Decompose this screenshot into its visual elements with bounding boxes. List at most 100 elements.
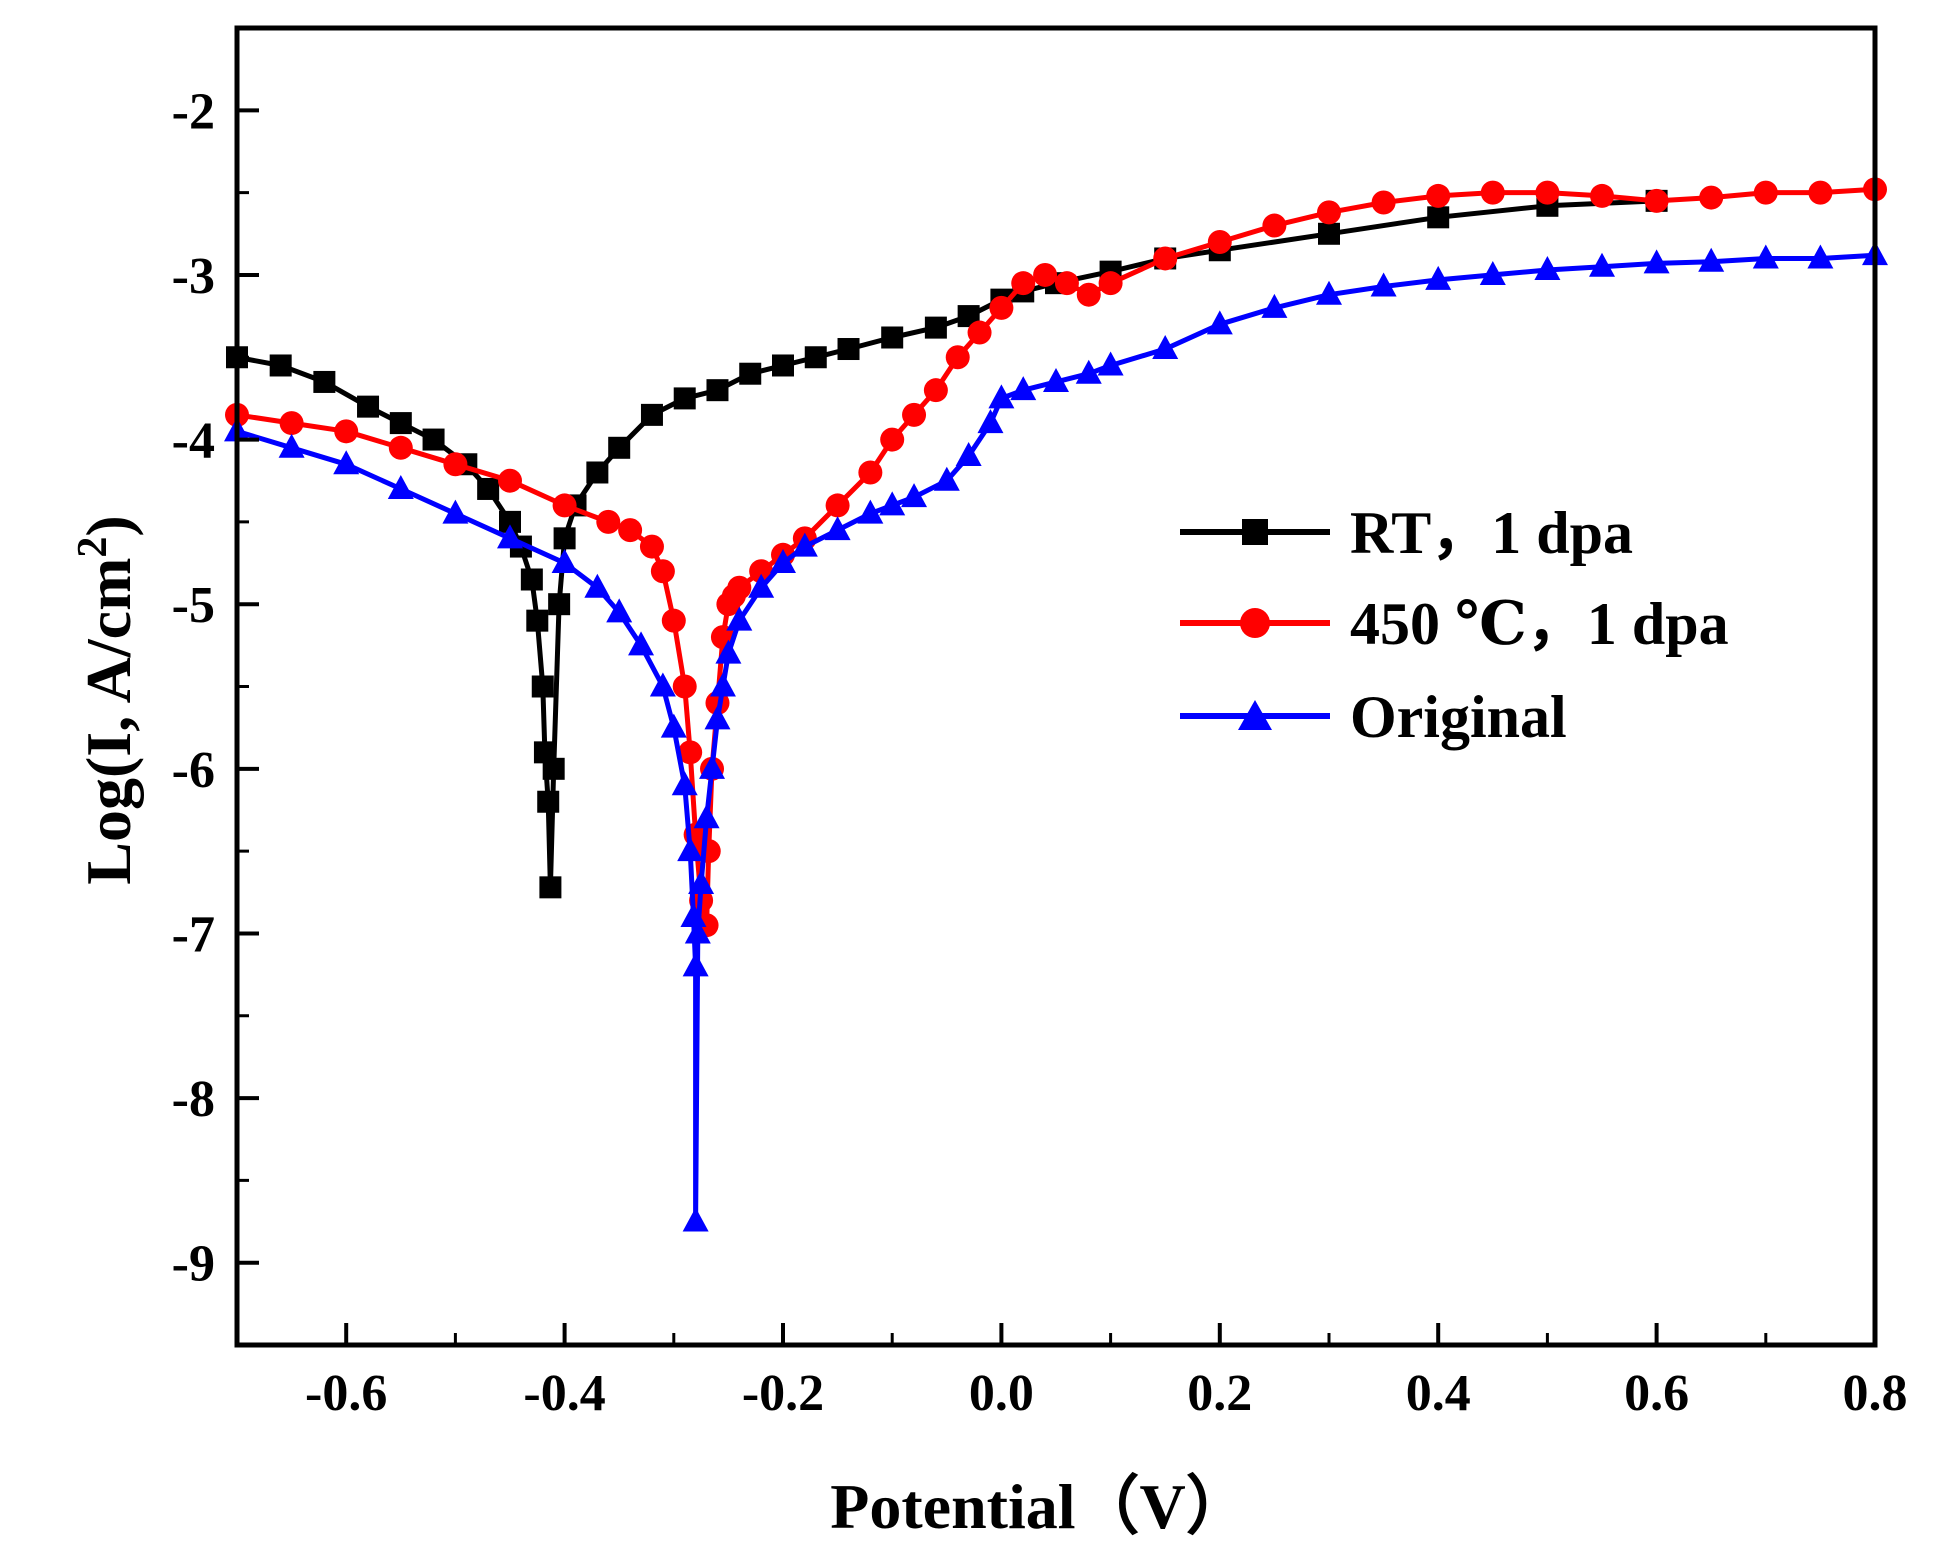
data-point-circle: [618, 518, 643, 543]
data-point-circle: [1480, 180, 1505, 205]
data-point-triangle: [715, 639, 742, 664]
legend-marker-rt: [1242, 519, 1268, 545]
y-tick-label: -5: [172, 577, 215, 634]
data-point-triangle: [688, 870, 715, 895]
data-point-triangle: [1206, 310, 1233, 335]
x-axis-title: Potential（V）: [830, 1471, 1250, 1542]
data-point-square: [539, 876, 562, 899]
data-point-triangle: [584, 573, 611, 598]
data-point-square: [526, 609, 549, 632]
data-point-triangle: [442, 499, 469, 524]
data-point-triangle: [693, 804, 720, 829]
legend-entry-original: Original: [1180, 684, 1567, 750]
data-point-triangle: [988, 384, 1015, 409]
data-point-triangle: [709, 672, 736, 697]
x-tick-label: 0.0: [969, 1365, 1034, 1422]
data-point-circle: [1753, 180, 1778, 205]
data-point-triangle: [1043, 367, 1069, 392]
y-tick-label: -4: [172, 413, 215, 470]
data-point-triangle: [955, 442, 982, 467]
data-point-square: [608, 436, 631, 459]
data-point-circle: [334, 419, 359, 444]
y-axis-title-superscript: 2: [70, 537, 116, 558]
data-point-triangle: [606, 598, 633, 623]
data-point-triangle: [1370, 272, 1397, 297]
series-layer: [224, 177, 1888, 1232]
x-tick-label: -0.2: [742, 1365, 824, 1422]
series-line-2: [236, 252, 1876, 1224]
y-tick-label: -9: [172, 1236, 215, 1293]
data-point-square: [553, 527, 576, 550]
series-2: [224, 241, 1888, 1232]
data-point-triangle: [1261, 293, 1288, 318]
y-tick-label: -7: [172, 906, 215, 963]
data-point-circle: [1808, 180, 1833, 205]
data-point-circle: [1371, 190, 1396, 215]
data-point-circle: [1033, 262, 1058, 287]
legend-label-original: Original: [1350, 684, 1567, 750]
data-point-triangle: [628, 631, 655, 656]
data-point-circle: [596, 509, 621, 534]
data-point-circle: [639, 534, 664, 559]
data-point-triangle: [1479, 260, 1506, 285]
data-point-square: [542, 757, 565, 780]
y-tick-label: -2: [172, 83, 215, 140]
y-axis-title-base: Log(I, A/cm: [73, 558, 144, 885]
data-point-circle: [672, 674, 697, 699]
data-point-square: [1427, 206, 1450, 229]
data-point-triangle: [879, 491, 906, 516]
data-point-circle: [902, 402, 927, 427]
data-point-circle: [443, 452, 468, 477]
data-point-triangle: [699, 754, 726, 779]
data-point-triangle: [726, 606, 753, 631]
x-tick-label: 0.6: [1624, 1365, 1689, 1422]
data-point-circle: [880, 427, 905, 452]
data-point-triangle: [770, 549, 796, 574]
data-point-square: [837, 338, 860, 361]
data-point-triangle: [671, 771, 698, 796]
data-point-circle: [388, 435, 413, 460]
data-point-triangle: [497, 524, 523, 549]
data-point-circle: [945, 345, 970, 370]
y-tick-label: -6: [172, 742, 215, 799]
data-point-triangle: [1589, 252, 1615, 277]
legend-label-rt: RT，1 dpa: [1350, 500, 1633, 566]
data-point-circle: [923, 378, 948, 403]
data-point-triangle: [748, 573, 775, 598]
legend-entry-450: 450 ℃，1 dpa: [1180, 591, 1729, 657]
data-point-circle: [1535, 180, 1560, 205]
data-point-triangle: [791, 532, 818, 557]
data-point-square: [422, 428, 445, 451]
data-point-square: [477, 477, 500, 500]
data-point-square: [269, 354, 292, 377]
data-point-square: [804, 346, 827, 369]
legend-label-450: 450 ℃，1 dpa: [1350, 591, 1729, 657]
data-point-circle: [1699, 185, 1724, 210]
data-point-triangle: [901, 483, 928, 508]
data-point-triangle: [387, 474, 414, 499]
x-tick-label: 0.4: [1406, 1365, 1471, 1422]
data-point-triangle: [1752, 244, 1779, 269]
data-point-square: [357, 395, 380, 418]
data-point-triangle: [1643, 249, 1670, 274]
data-point-circle: [1076, 282, 1101, 307]
y-tick-label: -8: [172, 1071, 215, 1128]
data-point-circle: [989, 295, 1014, 320]
data-point-square: [772, 354, 794, 377]
data-point-circle: [498, 468, 522, 493]
data-point-square: [586, 461, 609, 484]
data-point-square: [924, 316, 947, 339]
data-point-triangle: [682, 952, 709, 977]
data-point-triangle: [1152, 335, 1179, 360]
data-point-triangle: [1316, 280, 1342, 305]
data-point-triangle: [1075, 359, 1102, 384]
data-point-triangle: [977, 409, 1004, 434]
data-point-triangle: [660, 713, 687, 738]
data-point-circle: [279, 411, 304, 436]
data-point-circle: [727, 575, 752, 600]
data-point-triangle: [680, 902, 707, 927]
data-point-square: [531, 675, 554, 698]
data-point-square: [640, 403, 663, 426]
data-point-circle: [858, 460, 883, 485]
